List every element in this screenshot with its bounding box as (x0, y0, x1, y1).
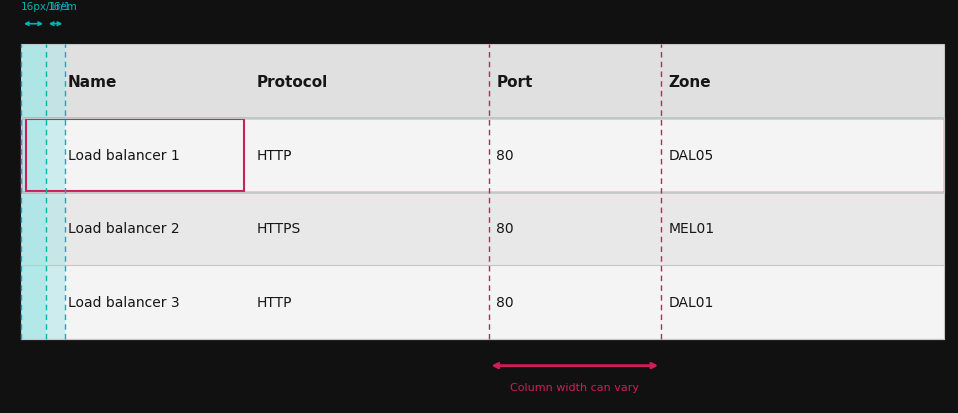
Text: Protocol: Protocol (257, 74, 328, 89)
Bar (21, 45, 944, 119)
Bar (21, 266, 944, 339)
Text: 16/1: 16/1 (48, 2, 71, 12)
Bar (21, 45, 46, 119)
Text: 80: 80 (496, 295, 513, 309)
Bar (26, 119, 244, 191)
Bar (46, 119, 65, 192)
Text: Load balancer 3: Load balancer 3 (68, 295, 180, 309)
Bar (21, 119, 944, 192)
Text: HTTP: HTTP (257, 295, 292, 309)
Bar (21, 119, 46, 192)
Bar (46, 192, 65, 266)
Text: MEL01: MEL01 (669, 222, 715, 236)
Text: Load balancer 2: Load balancer 2 (68, 222, 180, 236)
Bar (21, 119, 944, 192)
Text: 80: 80 (496, 222, 513, 236)
Text: DAL01: DAL01 (669, 295, 714, 309)
Text: HTTPS: HTTPS (257, 222, 301, 236)
Text: Zone: Zone (669, 74, 711, 89)
Text: Column width can vary: Column width can vary (511, 382, 639, 392)
Text: Port: Port (496, 74, 533, 89)
Bar (21, 192, 46, 266)
Bar (46, 266, 65, 339)
Bar (21, 266, 46, 339)
Bar (21, 45, 944, 339)
Text: HTTP: HTTP (257, 148, 292, 162)
Text: Name: Name (68, 74, 118, 89)
Text: Load balancer 1: Load balancer 1 (68, 148, 180, 162)
Text: DAL05: DAL05 (669, 148, 714, 162)
Text: 16px/1rem: 16px/1rem (21, 2, 78, 12)
Bar (21, 192, 944, 266)
Bar (46, 45, 65, 119)
Text: 80: 80 (496, 148, 513, 162)
